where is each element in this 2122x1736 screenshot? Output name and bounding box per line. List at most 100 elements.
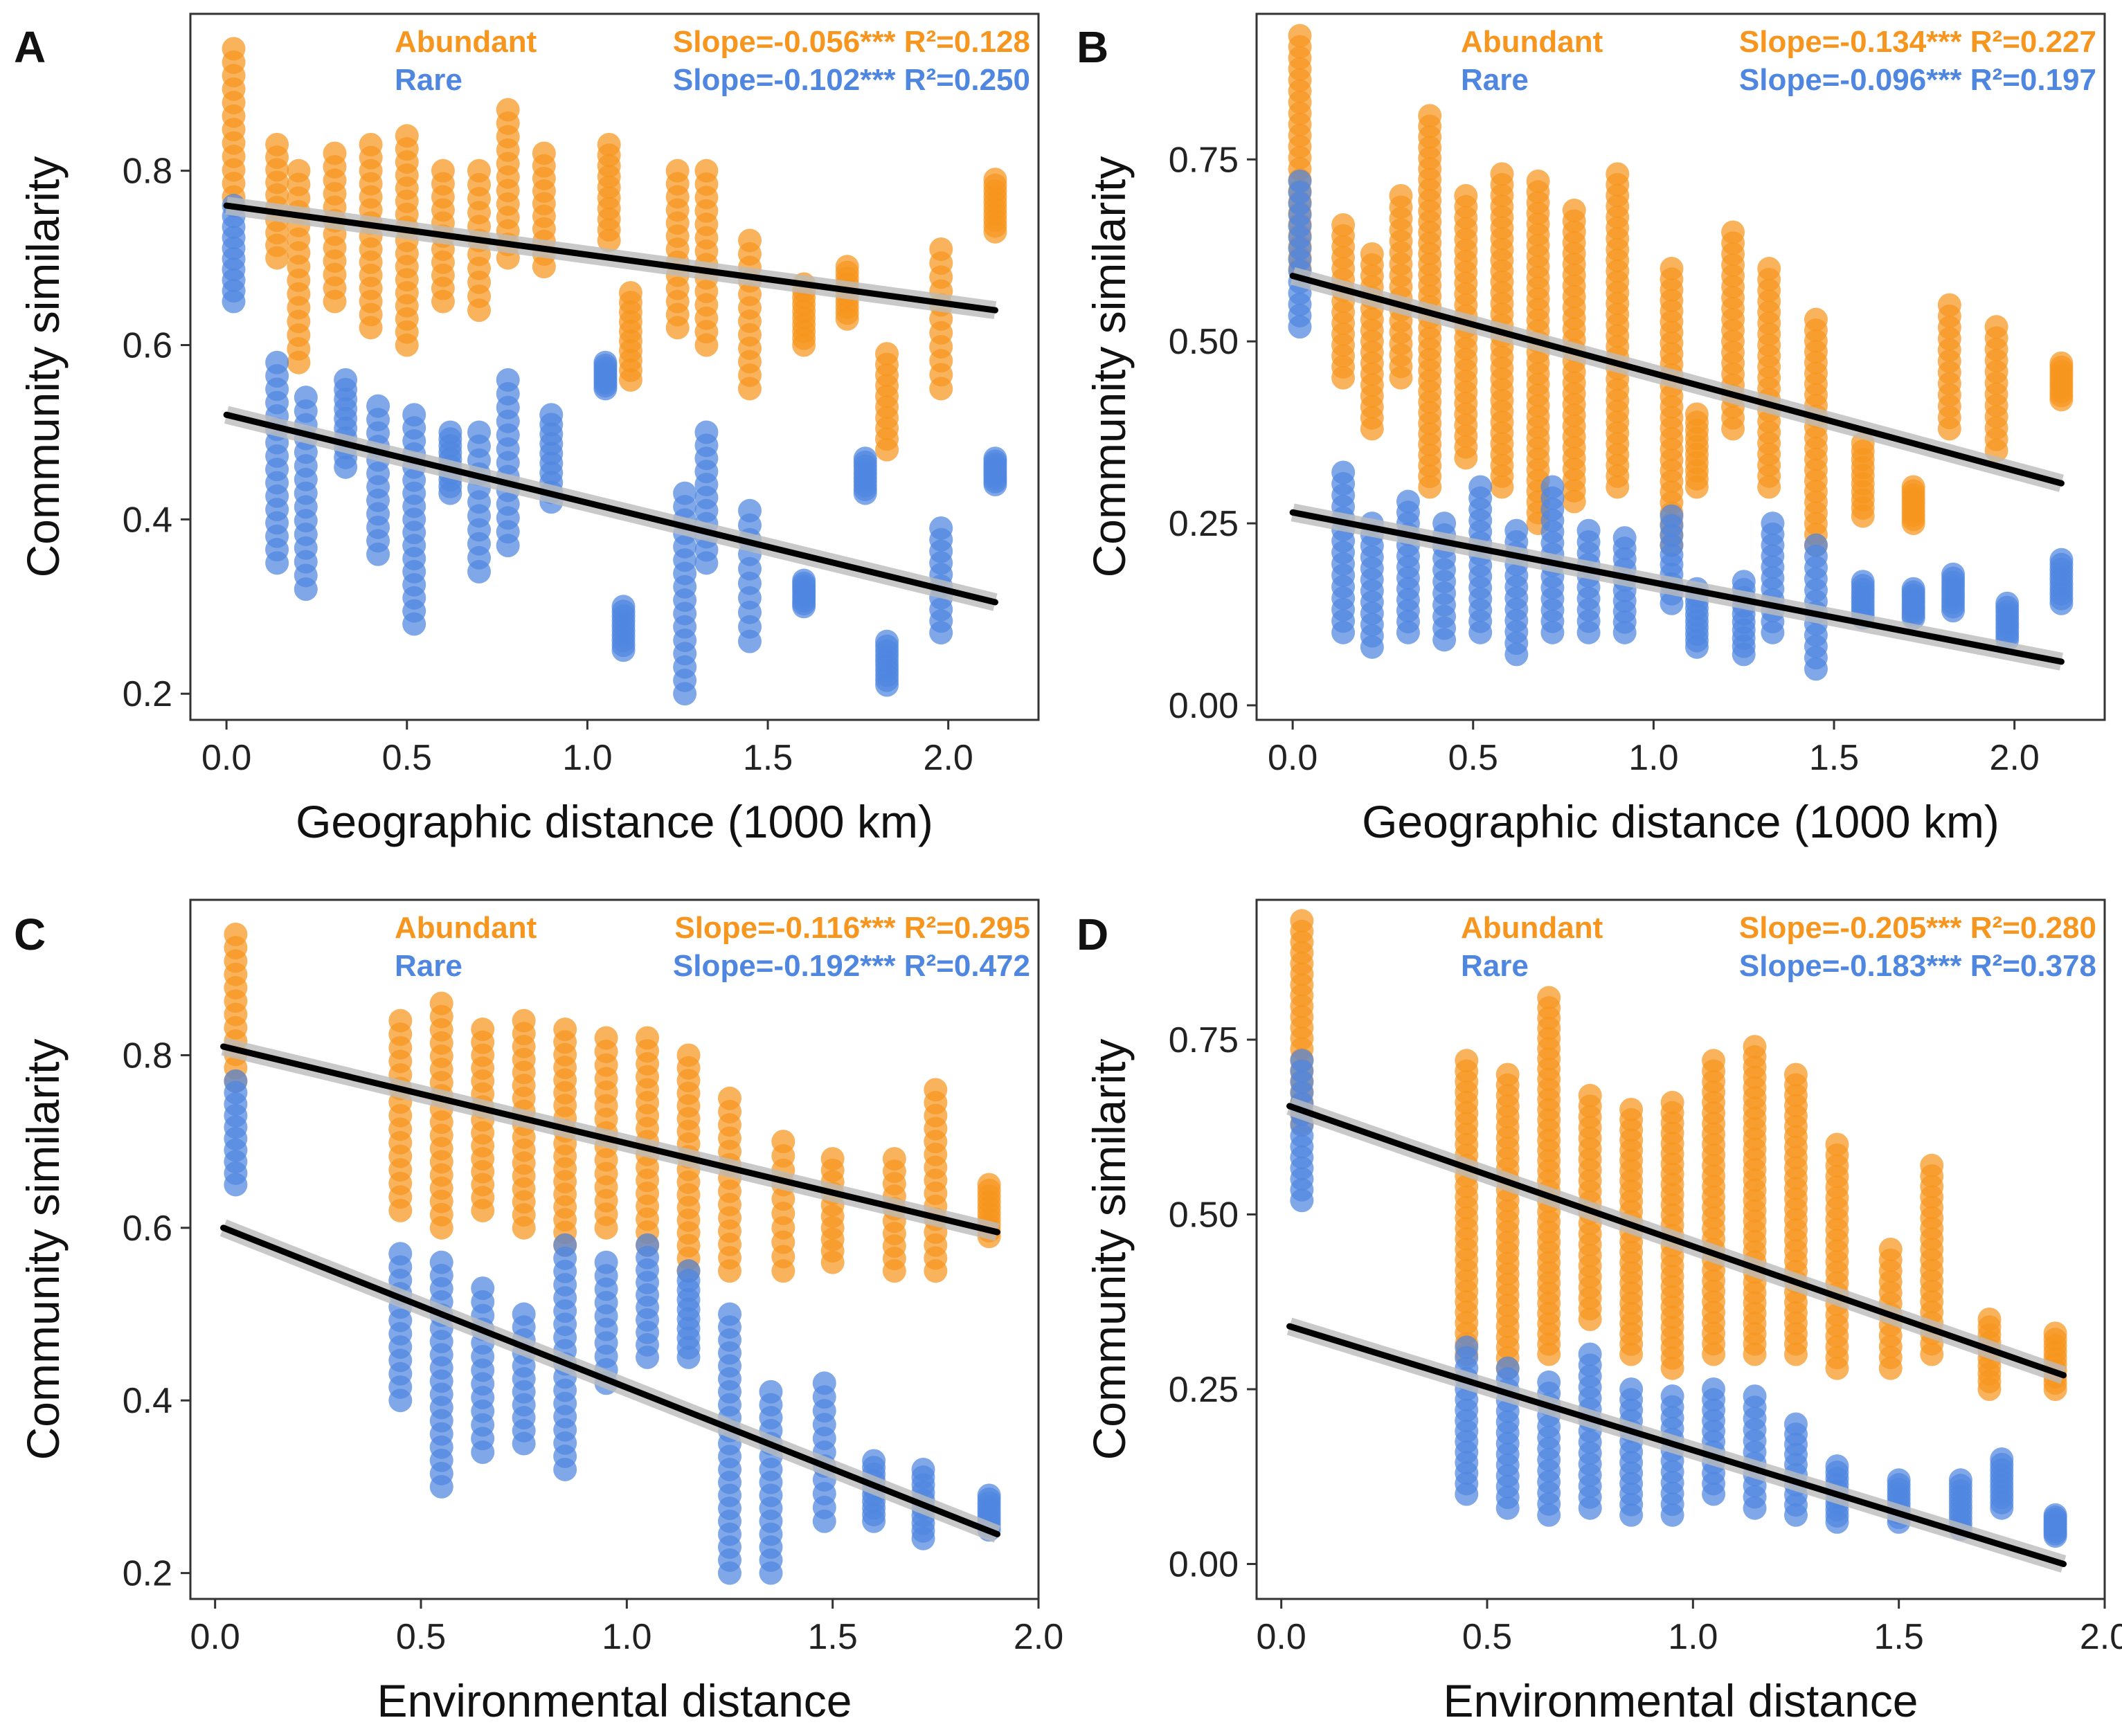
data-point-abundant: [429, 991, 453, 1015]
data-point-rare: [496, 368, 520, 392]
data-point-rare: [611, 595, 636, 619]
data-point-rare: [539, 403, 564, 427]
data-point-rare: [1576, 518, 1601, 543]
data-point-rare: [2043, 1503, 2067, 1527]
y-tick-label: 0.2: [123, 1554, 172, 1594]
data-point-rare: [294, 386, 318, 410]
legend-stats-rare: Slope=-0.183*** R²=0.378: [1739, 949, 2096, 983]
data-point-abundant: [1920, 1153, 1944, 1177]
panel-b: 0.0 0.5 1.0 1.5 2.0 0.00 0.25 0.50 0.75 Geographi…: [1077, 12, 2106, 847]
y-tick-label: 0.8: [123, 1036, 172, 1076]
x-tick-label: 0.5: [382, 738, 432, 778]
x-axis-title: Geographic distance (1000 km): [296, 796, 933, 847]
regression-line-abundant: [223, 202, 998, 314]
x-tick-label: 1.0: [1668, 1617, 1718, 1657]
data-point-rare: [718, 1302, 742, 1326]
plot-frame: [189, 12, 1040, 721]
data-point-rare: [366, 394, 390, 418]
data-point-rare: [792, 568, 816, 593]
data-point-rare: [1455, 1335, 1479, 1359]
data-point-rare: [1901, 577, 1925, 601]
data-point-abundant: [1418, 104, 1442, 128]
data-point-abundant: [1606, 162, 1630, 186]
y-tick-label: 0.75: [1169, 1020, 1239, 1060]
data-point-rare: [1887, 1468, 1911, 1492]
y-tick-label: 0.4: [123, 1381, 172, 1421]
data-point-rare: [1660, 504, 1684, 528]
data-point-abundant: [1878, 1238, 1903, 1261]
data-point-rare: [1288, 169, 1312, 193]
data-point-abundant: [496, 98, 520, 122]
data-point-rare: [2049, 548, 2074, 572]
y-tick-label: 0.25: [1169, 504, 1239, 544]
data-point-abundant: [717, 1086, 741, 1110]
data-point-abundant: [287, 159, 311, 183]
data-point-abundant: [431, 159, 455, 183]
panel-letter: A: [14, 22, 46, 72]
data-point-rare: [1578, 1342, 1602, 1366]
y-tick-label: 0.6: [123, 1209, 172, 1249]
data-point-rare: [388, 1242, 413, 1266]
legend-stats-rare: Slope=-0.102*** R²=0.250: [673, 63, 1030, 97]
x-tick-label: 1.0: [562, 738, 612, 778]
panel-c: 0.0 0.5 1.0 1.5 2.0 0.2 0.4 0.6 0.8 Environmental…: [14, 898, 1063, 1726]
panel-a: 0.0 0.5 1.0 1.5 2.0 0.2 0.4 0.6 0.8 Geographic di…: [14, 12, 1040, 847]
y-tick-label: 0.00: [1169, 686, 1239, 726]
data-point-abundant: [1454, 183, 1478, 208]
series-rare: [222, 194, 1007, 706]
panel-letter: B: [1077, 22, 1108, 72]
legend-name-abundant: Abundant: [1461, 25, 1603, 59]
y-axis-title: Community similarity: [17, 1039, 69, 1461]
x-tick-label: 1.0: [602, 1617, 651, 1657]
data-point-abundant: [467, 159, 491, 183]
series-rare: [224, 1069, 1001, 1585]
data-point-abundant: [359, 132, 383, 156]
x-tick-label: 1.5: [1809, 738, 1859, 778]
x-tick-label: 1.5: [1874, 1617, 1924, 1657]
data-point-rare: [1432, 512, 1457, 536]
data-point-rare: [862, 1449, 886, 1473]
plot-area: [219, 922, 1001, 1585]
data-point-abundant: [532, 141, 556, 165]
series-abundant: [224, 922, 1001, 1283]
data-point-abundant: [512, 1009, 536, 1033]
data-point-rare: [1540, 475, 1565, 499]
x-tick-label: 0.0: [190, 1617, 240, 1657]
legend-stats-abundant: Slope=-0.056*** R²=0.128: [673, 25, 1030, 59]
data-point-abundant: [1977, 1308, 2002, 1331]
legend-name-abundant: Abundant: [395, 25, 537, 59]
data-point-abundant: [1757, 257, 1781, 281]
data-point-rare: [1948, 1468, 1972, 1492]
data-point-abundant: [1783, 1063, 1808, 1087]
plot-area: [1286, 909, 2067, 1573]
data-point-abundant: [1684, 402, 1709, 426]
data-point-abundant: [1721, 220, 1745, 244]
data-point-abundant: [820, 1147, 845, 1171]
data-point-rare: [1290, 1049, 1314, 1073]
data-point-abundant: [1743, 1035, 1767, 1059]
data-point-abundant: [224, 922, 248, 946]
data-point-abundant: [1660, 257, 1684, 281]
data-point-abundant: [875, 342, 899, 366]
data-point-abundant: [1290, 909, 1314, 933]
legend-stats-rare: Slope=-0.096*** R²=0.197: [1739, 63, 2096, 97]
data-point-rare: [593, 350, 618, 374]
legend-stats-abundant: Slope=-0.205*** R²=0.280: [1739, 911, 2096, 945]
data-point-rare: [1504, 518, 1529, 543]
data-point-abundant: [1804, 307, 1828, 332]
panel-letter: C: [14, 910, 46, 959]
data-point-rare: [1468, 475, 1493, 499]
y-tick-label: 0.75: [1169, 140, 1239, 180]
y-tick-label: 0.4: [123, 500, 172, 540]
data-point-abundant: [1490, 162, 1514, 186]
y-tick-label: 0.6: [123, 326, 172, 366]
x-tick-label: 0.5: [396, 1617, 446, 1657]
data-point-rare: [1995, 591, 2020, 615]
legend-stats-rare: Slope=-0.192*** R²=0.472: [673, 949, 1030, 983]
data-point-rare: [875, 629, 899, 653]
data-point-rare: [1612, 526, 1637, 550]
data-point-abundant: [1455, 1049, 1479, 1073]
data-point-abundant: [738, 228, 762, 253]
data-point-rare: [1851, 570, 1875, 594]
